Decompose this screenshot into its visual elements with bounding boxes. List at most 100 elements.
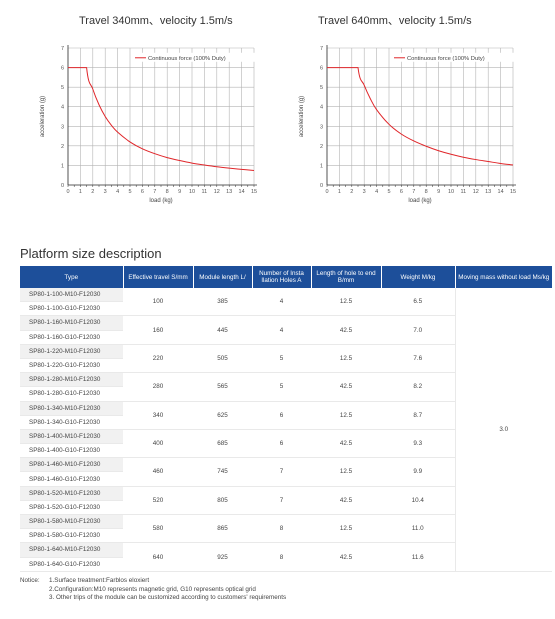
y-tick-label: 5: [61, 85, 64, 91]
table-row: SP80-1-640-M10-F12030 640 925 8 42.5 11.6: [20, 542, 552, 572]
table-row: SP80-1-460-G10-F12030: [20, 471, 552, 487]
table-body: SP80-1-100-M10-F12030 100 385 4 12.5 6.5 3.0 SP…: [20, 288, 552, 572]
x-tick-label: 10: [448, 189, 454, 195]
cell-type: SP80-1-580-M10-F12030: [20, 514, 123, 530]
table-row: SP80-1-160-G10-F12030: [20, 330, 552, 345]
y-tick-label: 1: [61, 163, 64, 169]
notice-item-2: 2.Configuration:M10 represents magnetic …: [49, 585, 256, 593]
y-tick-label: 0: [61, 183, 64, 189]
cell-effective-travel: 400: [123, 429, 193, 459]
cell-module-length: 745: [193, 457, 252, 487]
y-axis-label: acceleration (g): [299, 96, 305, 137]
cell-effective-travel: 580: [123, 514, 193, 544]
cell-type: SP80-1-580-G10-F12030: [20, 528, 123, 544]
cell-effective-travel: 160: [123, 315, 193, 345]
y-tick-label: 6: [61, 66, 64, 72]
header-weight: Weight M/kg: [381, 266, 456, 288]
series-line: [68, 67, 255, 172]
series-line: [327, 67, 514, 166]
x-tick-label: 3: [363, 189, 366, 195]
cell-module-length: 865: [193, 514, 252, 544]
cell-installation-holes: 5: [252, 344, 311, 374]
header-installation-holes: Number of Insta llation Holes A: [252, 266, 312, 288]
cell-weight: 9.9: [381, 457, 455, 487]
cell-type: SP80-1-460-M10-F12030: [20, 457, 123, 473]
cell-module-length: 625: [193, 401, 252, 430]
cell-installation-holes: 8: [252, 514, 311, 544]
cell-type: SP80-1-220-M10-F12030: [20, 344, 123, 359]
cell-installation-holes: 6: [252, 401, 311, 430]
x-tick-label: 7: [153, 189, 156, 195]
cell-hole-to-end: 12.5: [311, 344, 381, 374]
cell-type: SP80-1-520-M10-F12030: [20, 486, 123, 501]
cell-installation-holes: 4: [252, 288, 311, 317]
cell-type: SP80-1-160-M10-F12030: [20, 315, 123, 331]
x-tick-label: 5: [387, 189, 390, 195]
table-row: SP80-1-400-M10-F12030 400 685 6 42.5 9.3: [20, 429, 552, 459]
cell-module-length: 805: [193, 486, 252, 516]
x-tick-label: 12: [473, 189, 479, 195]
cell-hole-to-end: 12.5: [311, 514, 381, 544]
table-row: SP80-1-100-G10-F12030: [20, 301, 552, 317]
y-tick-label: 3: [320, 124, 323, 130]
header-type: Type: [20, 266, 124, 288]
cell-module-length: 925: [193, 542, 252, 572]
table-row: SP80-1-280-M10-F12030 280 565 5 42.5 8.2: [20, 372, 552, 402]
cell-type: SP80-1-220-G10-F12030: [20, 358, 123, 374]
legend-label: Continuous force (100% Duty): [407, 56, 485, 62]
x-tick-label: 1: [79, 189, 82, 195]
cell-weight: 7.0: [381, 315, 455, 345]
cell-hole-to-end: 42.5: [311, 486, 381, 516]
table-row: SP80-1-220-G10-F12030: [20, 358, 552, 374]
cell-weight: 6.5: [381, 288, 455, 317]
cell-weight: 11.6: [381, 542, 455, 572]
table-row: SP80-1-520-G10-F12030: [20, 500, 552, 516]
chart-title-1: Travel 340mm、velocity 1.5m/s: [79, 15, 233, 27]
cell-hole-to-end: 12.5: [311, 288, 381, 317]
chart-title-2: Travel 640mm、velocity 1.5m/s: [318, 15, 472, 27]
cell-type: SP80-1-100-G10-F12030: [20, 301, 123, 317]
cell-installation-holes: 7: [252, 486, 311, 516]
cell-moving-mass: 3.0: [454, 288, 552, 572]
cell-type: SP80-1-280-G10-F12030: [20, 386, 123, 402]
cell-hole-to-end: 42.5: [311, 542, 381, 572]
cell-weight: 11.0: [381, 514, 455, 544]
cell-effective-travel: 280: [123, 372, 193, 402]
header-module-length: Module length L/: [193, 266, 253, 288]
cell-module-length: 445: [193, 315, 252, 345]
x-tick-label: 5: [128, 189, 131, 195]
x-tick-label: 13: [226, 189, 232, 195]
notice: Notice: 1.Surface treatment:Farblos elox…: [20, 577, 286, 603]
x-tick-label: 4: [116, 189, 119, 195]
cell-weight: 7.6: [381, 344, 455, 374]
cell-effective-travel: 460: [123, 457, 193, 487]
cell-effective-travel: 520: [123, 486, 193, 516]
notice-label: Notice:: [20, 577, 40, 584]
x-tick-label: 15: [251, 189, 257, 195]
cell-installation-holes: 5: [252, 372, 311, 402]
y-axis-label: acceleration (g): [40, 96, 46, 137]
table-row: SP80-1-460-M10-F12030 460 745 7 12.5 9.9: [20, 457, 552, 487]
x-tick-label: 13: [485, 189, 491, 195]
cell-type: SP80-1-520-G10-F12030: [20, 500, 123, 516]
notice-item-1: 1.Surface treatment:Farblos eloxiert: [49, 577, 150, 584]
table-row: SP80-1-520-M10-F12030 520 805 7 42.5 10.4: [20, 486, 552, 516]
y-tick-label: 5: [320, 85, 323, 91]
cell-installation-holes: 7: [252, 457, 311, 487]
x-tick-label: 12: [214, 189, 220, 195]
cell-type: SP80-1-400-G10-F12030: [20, 443, 123, 459]
y-tick-label: 4: [61, 105, 64, 111]
header-moving-mass: Moving mass without load Ms/kg: [455, 266, 552, 288]
y-tick-label: 3: [61, 124, 64, 130]
table-row: SP80-1-340-M10-F12030 340 625 6 12.5 8.7: [20, 401, 552, 430]
legend-background: [134, 52, 260, 62]
table-row: SP80-1-640-G10-F12030: [20, 557, 552, 572]
y-tick-label: 6: [320, 66, 323, 72]
cell-weight: 9.3: [381, 429, 455, 459]
table-row: SP80-1-220-M10-F12030 220 505 5 12.5 7.6: [20, 344, 552, 374]
x-tick-label: 11: [461, 189, 467, 195]
cell-type: SP80-1-640-M10-F12030: [20, 542, 123, 558]
cell-effective-travel: 220: [123, 344, 193, 374]
y-tick-label: 1: [320, 163, 323, 169]
